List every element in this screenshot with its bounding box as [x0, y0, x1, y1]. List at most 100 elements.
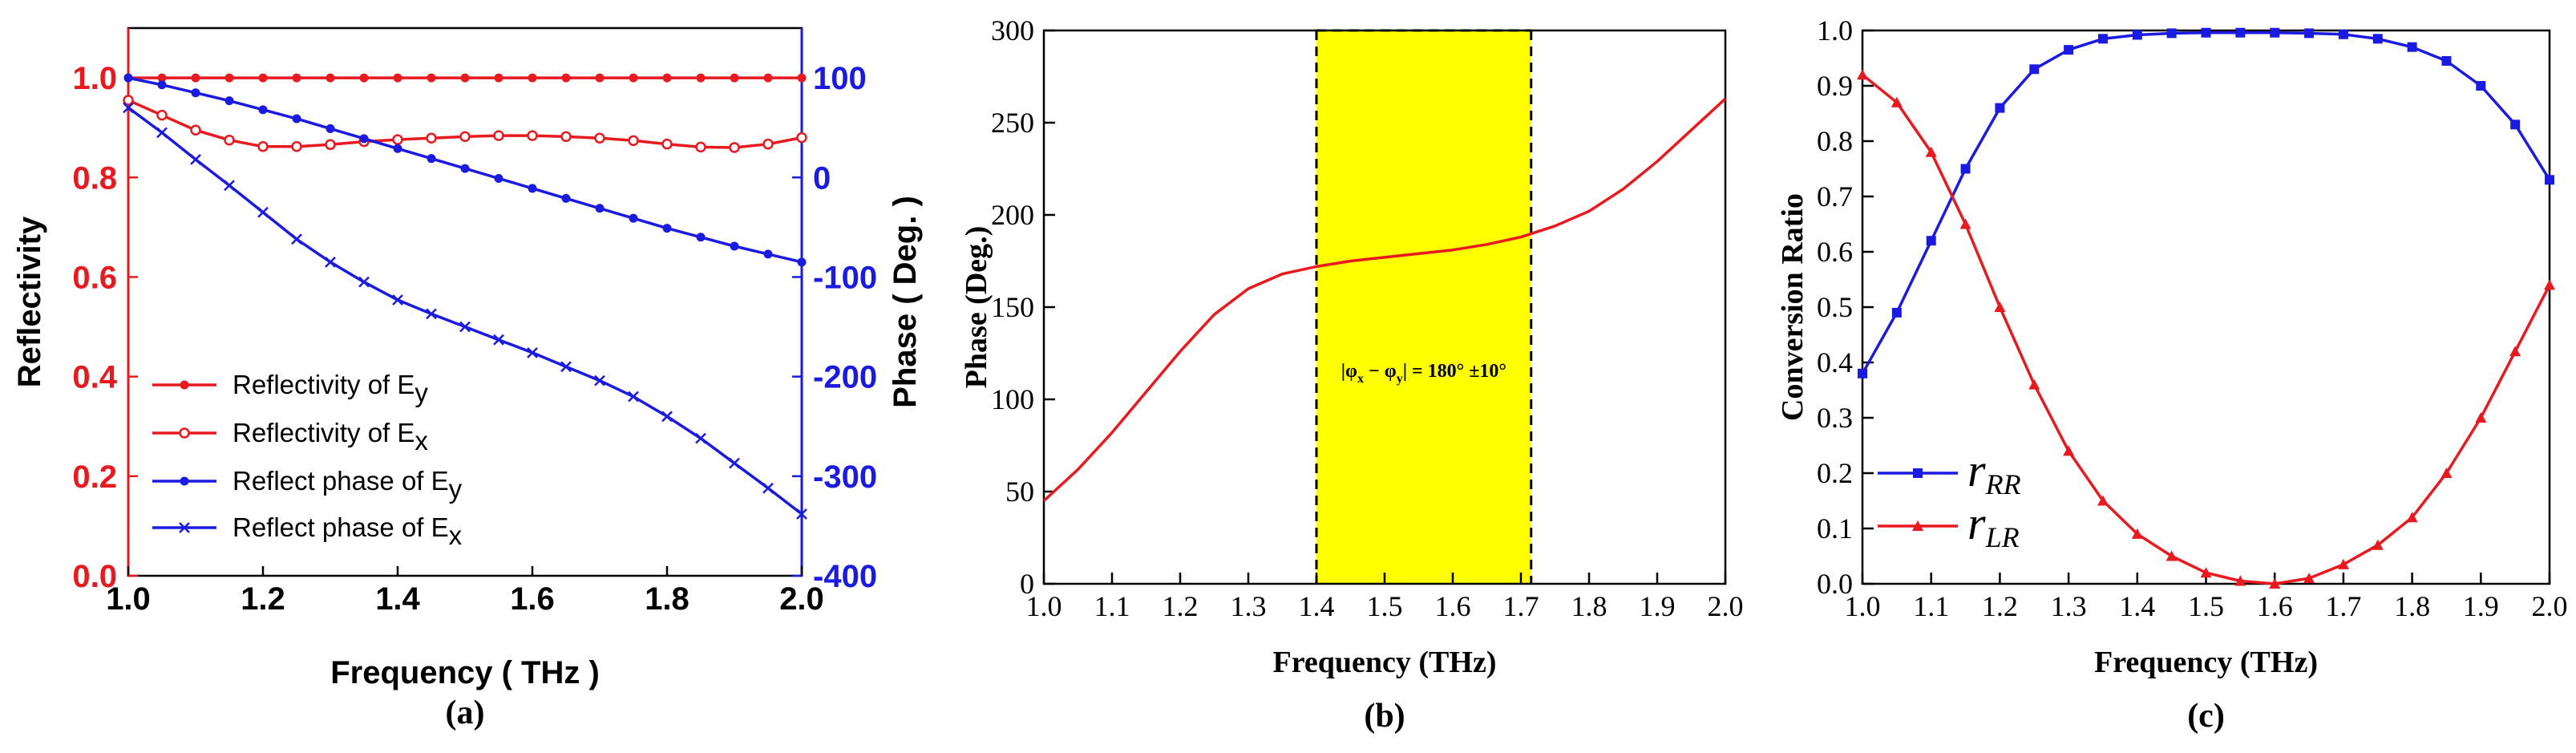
legend-label-a-2: Reflect phase of Ey [233, 466, 463, 504]
data-point-a-1 [493, 130, 504, 141]
y-right-tick-label-a: -400 [813, 559, 877, 594]
data-point-a-1 [325, 139, 336, 151]
band-annotation-b: |φx − φy| = 180° ±10° [1341, 361, 1506, 386]
data-point-c-0 [2372, 34, 2383, 44]
y-left-axis-title-a: Reflectivity [12, 216, 47, 387]
x-tick-label-b: 1.3 [1231, 590, 1267, 622]
data-point-a-0 [393, 73, 402, 83]
data-point-a-1 [628, 135, 639, 147]
data-point-a-3 [762, 482, 774, 494]
data-point-a-1 [729, 142, 740, 153]
data-point-c-0 [1858, 368, 1867, 379]
data-point-c-1 [2337, 558, 2349, 569]
data-point-a-3 [695, 432, 706, 444]
data-point-a-0 [359, 73, 369, 83]
data-point-a-3 [729, 457, 740, 469]
data-point-a-0 [191, 73, 200, 83]
x-tick-label-c: 1.0 [1845, 590, 1881, 622]
data-point-a-2 [528, 184, 537, 193]
data-point-a-3 [291, 233, 302, 245]
legend-marker-c-0 [1913, 468, 1923, 478]
data-point-c-0 [2132, 30, 2142, 40]
y-tick-label-b: 250 [991, 107, 1034, 139]
data-point-c-1 [2372, 539, 2384, 550]
x-tick-label-b: 1.8 [1571, 590, 1607, 622]
data-point-c-1 [2509, 346, 2521, 357]
data-point-a-2 [763, 249, 773, 259]
data-point-a-3 [257, 206, 269, 218]
data-point-a-2 [258, 105, 268, 115]
data-point-a-0 [595, 73, 605, 83]
plot-frame-a [127, 26, 803, 577]
x-tick-label-a: 2.0 [779, 581, 824, 617]
y-tick-label-c: 0.0 [1817, 568, 1853, 600]
data-point-a-1 [695, 141, 706, 153]
data-point-a-1 [762, 138, 774, 150]
data-point-a-3 [426, 308, 437, 320]
data-point-a-0 [292, 73, 301, 83]
y-right-tick-label-a: -200 [813, 360, 877, 395]
data-point-a-3 [560, 361, 572, 373]
data-point-c-1 [2063, 445, 2075, 456]
data-point-a-2 [292, 114, 301, 123]
data-point-c-0 [2097, 34, 2108, 44]
y-tick-label-b: 200 [991, 199, 1034, 231]
data-point-a-0 [460, 73, 470, 83]
x-axis-title-b: Frequency (THz) [1273, 646, 1497, 679]
data-point-a-2 [730, 241, 739, 251]
data-point-c-1 [2269, 578, 2281, 589]
x-tick-label-c: 1.6 [2257, 590, 2293, 622]
series-line-c-0 [1861, 31, 2551, 374]
data-point-c-0 [1891, 307, 1902, 318]
series-line-b-0 [1042, 97, 1727, 502]
data-point-a-0 [494, 73, 503, 83]
data-point-a-2 [393, 144, 402, 153]
y-left-tick-label-a: 0.0 [72, 559, 117, 594]
data-point-a-2 [797, 257, 807, 267]
data-point-c-1 [1994, 302, 2006, 312]
y-left-tick-label-a: 1.0 [72, 61, 117, 96]
x-tick-label-c: 2.0 [2532, 590, 2568, 622]
data-point-a-0 [561, 73, 571, 83]
data-point-a-2 [696, 233, 706, 242]
x-tick-label-b: 1.6 [1435, 590, 1471, 622]
data-point-c-0 [2545, 175, 2554, 185]
data-point-c-1 [2097, 495, 2109, 506]
data-point-c-0 [2338, 29, 2348, 39]
data-point-c-1 [2200, 567, 2212, 578]
data-point-a-1 [527, 130, 538, 141]
data-point-a-1 [123, 95, 134, 106]
y-tick-label-c: 0.4 [1817, 346, 1853, 379]
data-point-c-1 [2475, 412, 2487, 423]
data-point-a-0 [528, 73, 537, 83]
x-tick-label-a: 1.2 [241, 581, 285, 617]
data-point-a-0 [629, 73, 638, 83]
x-axis-title-c: Frequency (THz) [2094, 646, 2318, 679]
y-left-tick-label-a: 0.2 [72, 459, 117, 495]
x-tick-label-c: 1.3 [2051, 590, 2087, 622]
data-point-a-3 [796, 508, 807, 520]
data-point-c-1 [1959, 218, 1971, 229]
data-point-c-0 [2201, 27, 2211, 38]
legend-marker-c-1 [1912, 520, 1923, 531]
data-point-c-1 [2406, 512, 2418, 523]
x-tick-label-b: 1.0 [1026, 590, 1062, 622]
data-point-a-0 [258, 73, 268, 83]
x-tick-label-c: 1.8 [2394, 590, 2430, 622]
data-point-a-1 [796, 132, 807, 144]
x-tick-label-c: 1.7 [2325, 590, 2361, 622]
y-left-tick-label-a: 0.8 [72, 160, 117, 196]
data-point-a-0 [224, 73, 234, 83]
data-point-c-1 [2234, 575, 2246, 586]
x-tick-label-c: 1.5 [2188, 590, 2224, 622]
x-tick-label-a: 1.4 [375, 581, 420, 617]
legend-label-c-0: rRR [1967, 444, 2021, 500]
data-point-a-1 [426, 132, 437, 144]
data-point-a-1 [257, 141, 269, 152]
data-point-a-0 [662, 73, 672, 83]
data-point-a-3 [594, 374, 605, 387]
data-point-c-0 [2510, 119, 2521, 130]
y-right-tick-label-a: -100 [813, 260, 877, 295]
data-point-a-1 [459, 131, 471, 143]
